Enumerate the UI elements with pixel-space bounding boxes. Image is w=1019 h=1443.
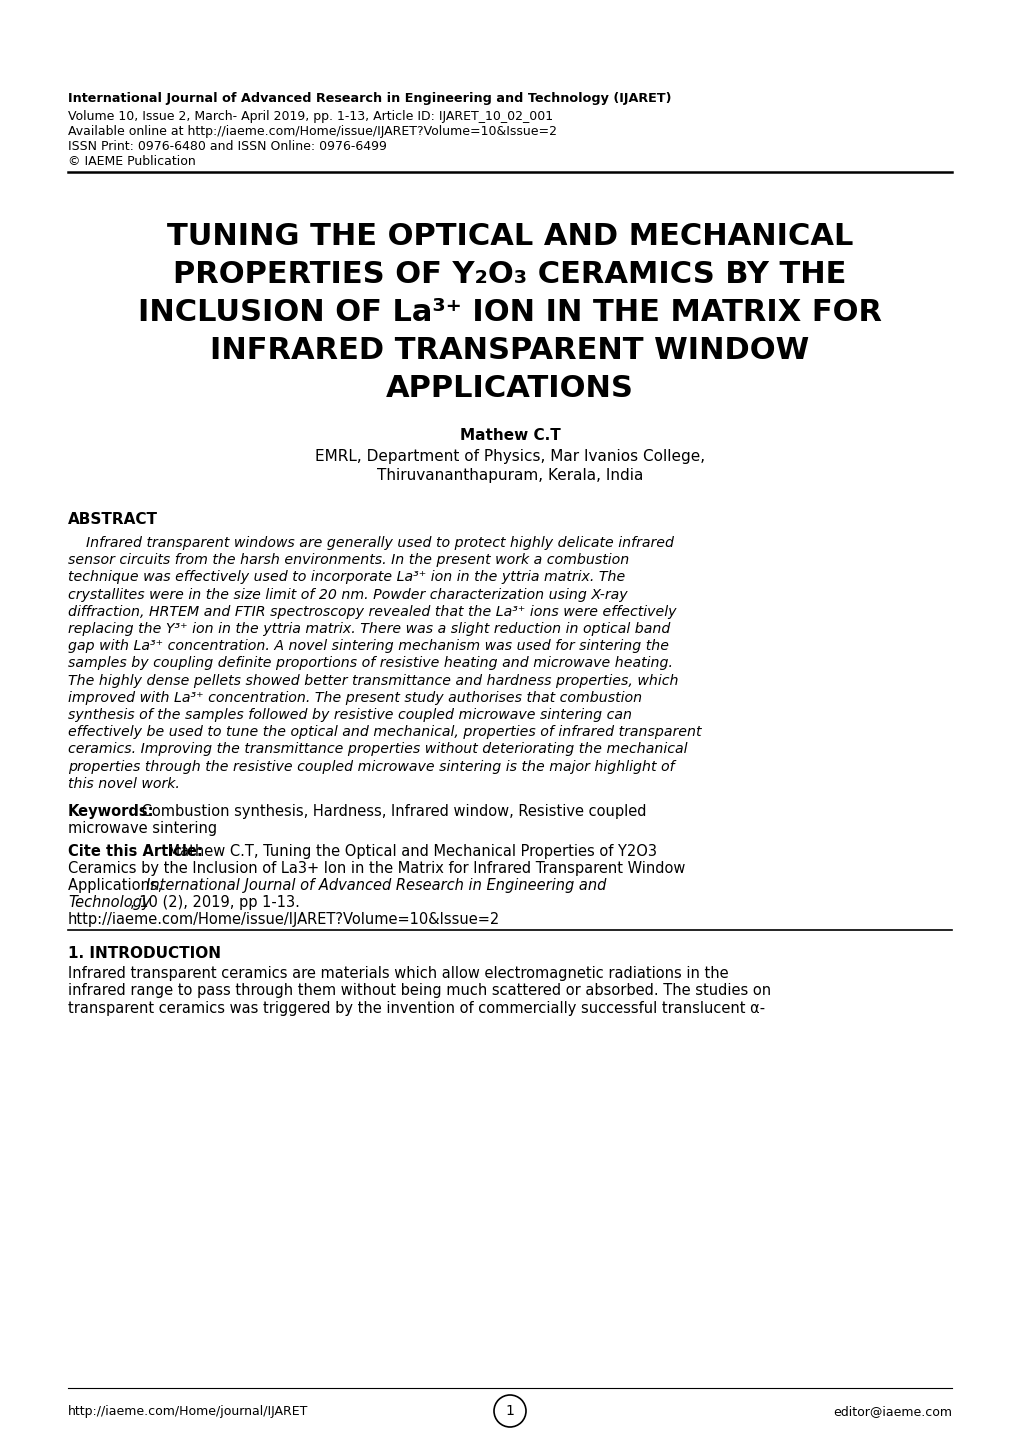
- Text: INFRARED TRANSPARENT WINDOW: INFRARED TRANSPARENT WINDOW: [210, 336, 809, 365]
- Text: replacing the Y³⁺ ion in the yttria matrix. There was a slight reduction in opti: replacing the Y³⁺ ion in the yttria matr…: [68, 622, 669, 636]
- Text: this novel work.: this novel work.: [68, 776, 179, 791]
- Text: Infrared transparent windows are generally used to protect highly delicate infra: Infrared transparent windows are general…: [68, 535, 674, 550]
- Text: effectively be used to tune the optical and mechanical, properties of infrared t: effectively be used to tune the optical …: [68, 726, 701, 739]
- Text: TUNING THE OPTICAL AND MECHANICAL: TUNING THE OPTICAL AND MECHANICAL: [167, 222, 852, 251]
- Text: International Journal of Advanced Research in Engineering and: International Journal of Advanced Resear…: [146, 877, 605, 893]
- Text: ISSN Print: 0976-6480 and ISSN Online: 0976-6499: ISSN Print: 0976-6480 and ISSN Online: 0…: [68, 140, 386, 153]
- Text: ceramics. Improving the transmittance properties without deteriorating the mecha: ceramics. Improving the transmittance pr…: [68, 742, 687, 756]
- Text: INCLUSION OF La³⁺ ION IN THE MATRIX FOR: INCLUSION OF La³⁺ ION IN THE MATRIX FOR: [138, 299, 881, 328]
- Text: improved with La³⁺ concentration. The present study authorises that combustion: improved with La³⁺ concentration. The pr…: [68, 691, 642, 704]
- Text: diffraction, HRTEM and FTIR spectroscopy revealed that the La³⁺ ions were effect: diffraction, HRTEM and FTIR spectroscopy…: [68, 605, 676, 619]
- Text: Keywords:: Keywords:: [68, 804, 154, 820]
- Text: 1: 1: [505, 1404, 514, 1418]
- Text: 1. INTRODUCTION: 1. INTRODUCTION: [68, 947, 221, 961]
- Text: ABSTRACT: ABSTRACT: [68, 512, 158, 527]
- Text: Combustion synthesis, Hardness, Infrared window, Resistive coupled: Combustion synthesis, Hardness, Infrared…: [137, 804, 646, 820]
- Text: http://iaeme.com/Home/journal/IJARET: http://iaeme.com/Home/journal/IJARET: [68, 1405, 308, 1418]
- Text: Cite this Article:: Cite this Article:: [68, 844, 203, 859]
- Text: Applications,: Applications,: [68, 877, 167, 893]
- Text: crystallites were in the size limit of 20 nm. Powder characterization using X-ra: crystallites were in the size limit of 2…: [68, 587, 627, 602]
- Text: Volume 10, Issue 2, March- April 2019, pp. 1-13, Article ID: IJARET_10_02_001: Volume 10, Issue 2, March- April 2019, p…: [68, 110, 552, 123]
- Text: APPLICATIONS: APPLICATIONS: [385, 374, 634, 403]
- Text: Available online at http://iaeme.com/Home/issue/IJARET?Volume=10&Issue=2: Available online at http://iaeme.com/Hom…: [68, 126, 556, 139]
- Text: properties through the resistive coupled microwave sintering is the major highli: properties through the resistive coupled…: [68, 759, 674, 773]
- Text: transparent ceramics was triggered by the invention of commercially successful t: transparent ceramics was triggered by th…: [68, 1001, 764, 1016]
- Text: The highly dense pellets showed better transmittance and hardness properties, wh: The highly dense pellets showed better t…: [68, 674, 678, 688]
- Text: infrared range to pass through them without being much scattered or absorbed. Th: infrared range to pass through them with…: [68, 984, 770, 999]
- Text: Mathew C.T: Mathew C.T: [460, 429, 559, 443]
- Text: editor@iaeme.com: editor@iaeme.com: [833, 1405, 951, 1418]
- Text: technique was effectively used to incorporate La³⁺ ion in the yttria matrix. The: technique was effectively used to incorp…: [68, 570, 625, 584]
- Text: Mathew C.T, Tuning the Optical and Mechanical Properties of Y2O3: Mathew C.T, Tuning the Optical and Mecha…: [163, 844, 656, 859]
- Text: Infrared transparent ceramics are materials which allow electromagnetic radiatio: Infrared transparent ceramics are materi…: [68, 965, 728, 981]
- Text: , 10 (2), 2019, pp 1-13.: , 10 (2), 2019, pp 1-13.: [129, 895, 300, 911]
- Text: synthesis of the samples followed by resistive coupled microwave sintering can: synthesis of the samples followed by res…: [68, 709, 632, 722]
- Text: PROPERTIES OF Y₂O₃ CERAMICS BY THE: PROPERTIES OF Y₂O₃ CERAMICS BY THE: [173, 260, 846, 289]
- Text: EMRL, Department of Physics, Mar Ivanios College,: EMRL, Department of Physics, Mar Ivanios…: [315, 449, 704, 465]
- Text: gap with La³⁺ concentration. A novel sintering mechanism was used for sintering : gap with La³⁺ concentration. A novel sin…: [68, 639, 668, 654]
- Text: Ceramics by the Inclusion of La3+ Ion in the Matrix for Infrared Transparent Win: Ceramics by the Inclusion of La3+ Ion in…: [68, 861, 685, 876]
- Text: microwave sintering: microwave sintering: [68, 821, 217, 835]
- Text: Technology: Technology: [68, 895, 151, 911]
- Text: sensor circuits from the harsh environments. In the present work a combustion: sensor circuits from the harsh environme…: [68, 553, 629, 567]
- Text: Thiruvananthapuram, Kerala, India: Thiruvananthapuram, Kerala, India: [376, 468, 643, 483]
- Text: © IAEME Publication: © IAEME Publication: [68, 154, 196, 167]
- Text: http://iaeme.com/Home/issue/IJARET?Volume=10&Issue=2: http://iaeme.com/Home/issue/IJARET?Volum…: [68, 912, 499, 926]
- Text: samples by coupling definite proportions of resistive heating and microwave heat: samples by coupling definite proportions…: [68, 657, 673, 671]
- Text: International Journal of Advanced Research in Engineering and Technology (IJARET: International Journal of Advanced Resear…: [68, 92, 671, 105]
